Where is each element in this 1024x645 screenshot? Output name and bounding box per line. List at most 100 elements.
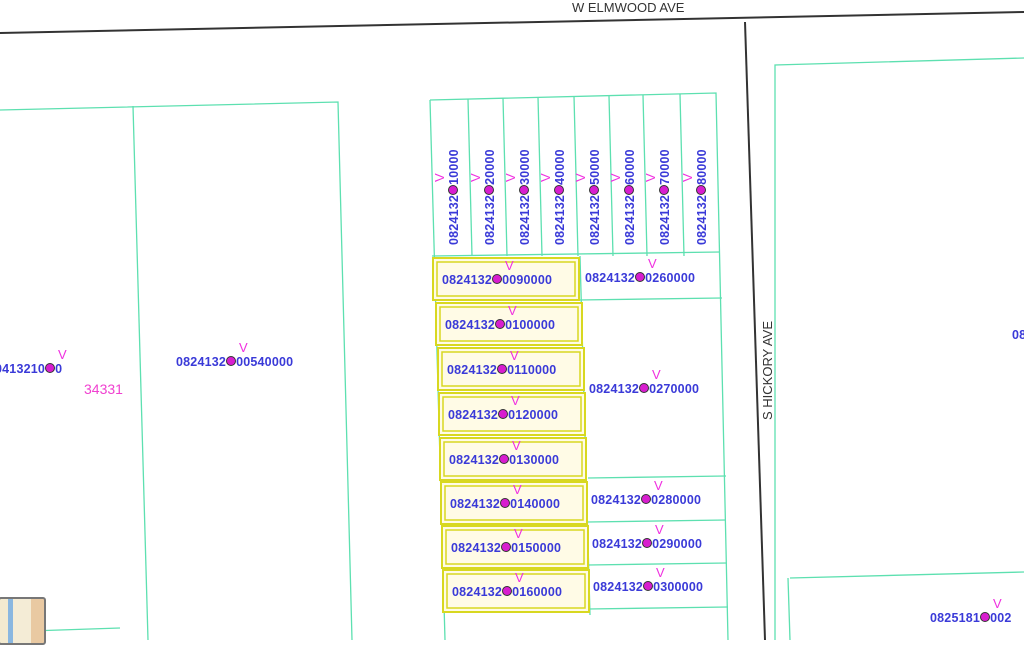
parcel-label[interactable]: 0824132 0270000 V: [589, 367, 699, 396]
parcel-marker-icon: [495, 319, 506, 329]
parcel-id-prefix: 0825181: [930, 611, 981, 625]
parcel-label[interactable]: 0824132 0100000 V: [445, 303, 556, 332]
selected-parcel-box[interactable]: [440, 481, 588, 525]
parcel-id-prefix: 0824132: [518, 194, 532, 245]
parcel-id-suffix: 0: [55, 362, 63, 376]
parcel-id-prefix: 0824132: [445, 318, 496, 332]
marker-v-symbol: V: [648, 256, 657, 271]
selected-parcel-inner: [442, 396, 582, 432]
parcel-label[interactable]: 0824132 0300000 V: [593, 565, 704, 594]
parcel-label[interactable]: 0824132 0090000 V: [442, 258, 552, 287]
selected-parcel-box[interactable]: [442, 569, 590, 613]
parcel-id-prefix: 0824132: [588, 194, 602, 245]
marker-v-symbol: V: [508, 303, 517, 318]
selected-parcel-inner: [444, 485, 584, 521]
parcel-id-suffix: 002: [990, 611, 1012, 625]
marker-v-symbol: V: [513, 482, 522, 497]
parcel-id-prefix: 0824132: [695, 194, 709, 245]
parcel-id-suffix: 50000: [588, 149, 602, 185]
parcel-label[interactable]: 0824132 0260000 V: [585, 256, 696, 285]
selected-parcel-inner: [439, 306, 579, 342]
parcel-marker-icon: [519, 184, 529, 195]
marker-v-symbol: V: [505, 258, 514, 273]
parcel-id-suffix: 0150000: [511, 541, 562, 555]
selected-parcel-box[interactable]: [441, 525, 589, 569]
parcel-marker-icon: [659, 184, 669, 195]
selected-parcel-box[interactable]: [437, 347, 585, 391]
parcel-marker-icon: [641, 494, 652, 504]
marker-v-symbol: V: [515, 570, 524, 585]
parcel-marker-icon: [635, 272, 646, 282]
parcel-label[interactable]: 0824132 0160000 V: [452, 570, 562, 599]
parcel-id-prefix: 0824132: [176, 355, 227, 369]
parcel-label[interactable]: 0825181 002 V: [930, 596, 1012, 625]
parcel-id-prefix: 0824132: [593, 580, 644, 594]
parcel-id-prefix: 0824132: [447, 194, 461, 245]
parcel-label[interactable]: 0824132 00540000 V: [176, 340, 293, 369]
parcel-id-prefix: 0824132: [658, 194, 672, 245]
parcel-id-prefix: 0824132: [623, 194, 637, 245]
parcel-id-suffix: 0110000: [507, 363, 557, 377]
parcel-id-suffix: 0300000: [653, 580, 704, 594]
parcel-id-suffix: 10000: [447, 149, 461, 185]
parcel-marker-icon: [45, 363, 56, 373]
parcel-label[interactable]: 0824132 50000 V: [573, 149, 602, 245]
overview-map-thumbnail[interactable]: [0, 597, 46, 645]
selected-parcel-inner: [436, 261, 576, 297]
parcel-id-suffix: 70000: [658, 149, 672, 185]
parcel-label[interactable]: 0824132 20000 V: [468, 149, 497, 245]
selected-parcel-box[interactable]: [435, 302, 583, 346]
parcel-boundaries: [0, 57, 1024, 640]
parcel-marker-icon: [500, 498, 511, 508]
road-line-elmwood: [0, 11, 1024, 34]
marker-v-symbol: V: [514, 526, 523, 541]
parcel-label[interactable]: 0824132 70000 V: [643, 149, 672, 245]
parcel-marker-icon: [502, 586, 513, 596]
parcel-id-prefix: 0824132: [592, 537, 643, 551]
marker-v-symbol: V: [503, 173, 518, 182]
parcel-label[interactable]: 0413210 0 V: [0, 347, 67, 376]
parcel-id-prefix: 0824132: [447, 363, 498, 377]
road-line-hickory: [744, 21, 766, 640]
parcel-id-prefix: 0824132: [553, 194, 567, 245]
parcel-id-prefix: 0824132: [591, 493, 642, 507]
parcel-marker-icon: [499, 454, 510, 464]
marker-v-symbol: V: [510, 348, 519, 363]
parcel-id-suffix: 0290000: [652, 537, 703, 551]
parcel-label[interactable]: 0824132 0120000 V: [448, 393, 558, 422]
parcel-id-prefix: 0824132: [589, 382, 640, 396]
parcel-label[interactable]: 0824132 80000 V: [680, 149, 709, 245]
parcel-marker-icon: [492, 274, 503, 284]
marker-v-symbol: V: [58, 347, 67, 362]
parcel-id-suffix: 20000: [483, 149, 497, 185]
parcel-label[interactable]: 0824132 0280000 V: [591, 478, 701, 507]
selected-parcel-box[interactable]: [438, 392, 586, 436]
parcel-id-prefix: 0824132: [451, 541, 502, 555]
parcel-id-suffix: 0260000: [645, 271, 696, 285]
parcel-label[interactable]: 0824132 30000 V: [503, 149, 532, 245]
road-label-w-elmwood-ave: W ELMWOOD AVE: [572, 0, 685, 15]
parcel-label[interactable]: 0824132 0150000 V: [451, 526, 562, 555]
parcel-marker-icon: [226, 356, 237, 366]
parcel-label[interactable]: 0824132 0130000 V: [449, 438, 559, 467]
selected-parcel-box[interactable]: [432, 257, 580, 301]
parcel-id-suffix: 0100000: [505, 318, 556, 332]
parcel-label[interactable]: 0824132 60000 V: [608, 149, 637, 245]
parcel-id-suffix: 80000: [695, 149, 709, 185]
parcel-id-prefix: 0824132: [452, 585, 503, 599]
parcel-label[interactable]: 0824132 0110000 V: [447, 348, 557, 377]
parcel-label[interactable]: 0824132 10000 V: [432, 149, 461, 245]
parcel-marker-icon: [501, 542, 512, 552]
parcel-label[interactable]: 0824132 40000 V: [538, 149, 567, 245]
parcel-marker-icon: [589, 184, 599, 195]
marker-v-symbol: V: [680, 173, 695, 182]
parcel-id-prefix: 0413210: [0, 362, 46, 376]
marker-v-symbol: V: [608, 173, 623, 182]
parcel-marker-icon: [980, 612, 991, 622]
parcel-label[interactable]: 0824132 0140000 V: [450, 482, 560, 511]
parcel-label[interactable]: 0824132 0290000 V: [592, 522, 703, 551]
selected-parcel-box[interactable]: [439, 437, 587, 481]
parcel-marker-icon: [484, 184, 494, 195]
parcel-id-suffix: 40000: [553, 149, 567, 185]
